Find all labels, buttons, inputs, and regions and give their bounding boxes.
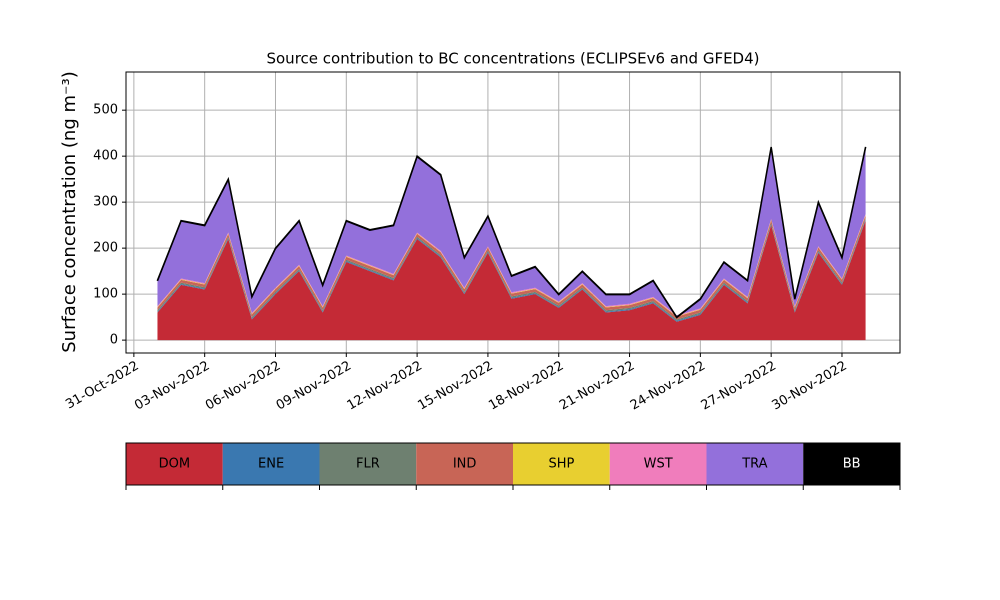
area: [157, 214, 866, 317]
legend-label: SHP: [548, 457, 574, 472]
y-tick-label: 0: [110, 333, 118, 348]
area: [157, 220, 866, 341]
area: [157, 219, 866, 322]
x-tick-label: 24-Nov-2022: [628, 359, 708, 414]
y-tick-label: 300: [93, 195, 118, 210]
legend-label: DOM: [159, 457, 190, 472]
x-tick-label: 18-Nov-2022: [486, 359, 566, 414]
legend-swatch: [513, 443, 610, 485]
legend-frame: [125, 442, 901, 486]
area: [157, 215, 866, 320]
legend-swatch: [222, 443, 320, 485]
y-tick-label: 200: [93, 241, 118, 256]
legend-label: FLR: [356, 457, 380, 472]
legend-swatch: [706, 443, 804, 485]
legend-swatch: [803, 443, 900, 485]
legend-label: ENE: [258, 457, 284, 472]
x-tick-label: 12-Nov-2022: [345, 359, 425, 414]
plot-frame: [125, 71, 901, 354]
legend-swatch: [319, 443, 417, 485]
x-tick-label: 21-Nov-2022: [557, 359, 637, 414]
x-tick-label: 15-Nov-2022: [415, 359, 495, 414]
x-tick-label: 09-Nov-2022: [274, 359, 354, 414]
legend-label: TRA: [741, 457, 767, 472]
x-tick-label: 27-Nov-2022: [699, 359, 779, 414]
y-tick-label: 500: [93, 103, 118, 118]
y-axis-label: Surface concentration (ng m⁻³): [59, 71, 80, 353]
legend-label: WST: [644, 457, 673, 472]
x-tick-label: 06-Nov-2022: [203, 359, 283, 414]
x-tick-label: 31-Oct-2022: [63, 359, 141, 413]
legend-label: BB: [843, 457, 861, 472]
y-tick-label: 400: [93, 149, 118, 164]
legend-swatch: [126, 443, 223, 485]
chart-title: Source contribution to BC concentrations…: [266, 50, 759, 68]
y-tick-label: 100: [93, 287, 118, 302]
x-tick-label: 03-Nov-2022: [132, 359, 212, 414]
area: [156, 146, 867, 319]
area: [157, 147, 866, 318]
legend-label: IND: [453, 457, 477, 472]
legend-swatch: [416, 443, 513, 485]
legend-swatch: [609, 443, 707, 485]
area: [157, 215, 866, 317]
x-tick-label: 30-Nov-2022: [769, 359, 849, 414]
area: [157, 218, 866, 321]
